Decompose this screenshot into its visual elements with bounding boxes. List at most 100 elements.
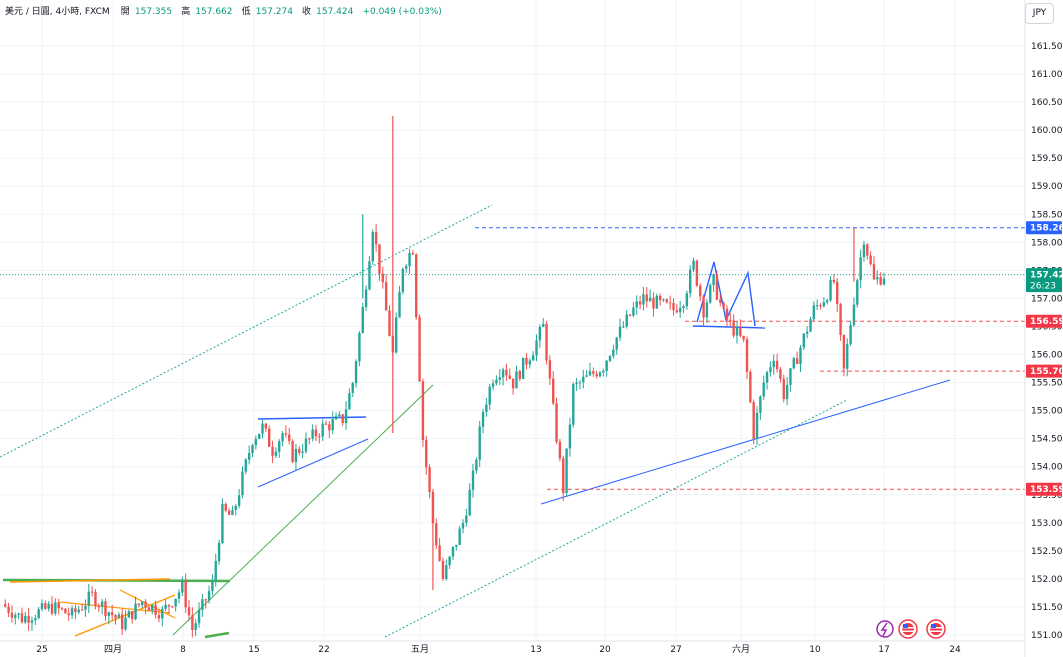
candle-body xyxy=(37,609,40,619)
candle-body xyxy=(10,612,14,618)
candle-body xyxy=(314,429,318,437)
candle-body xyxy=(709,285,712,303)
x-tick-label: 17 xyxy=(878,645,889,655)
candle-body xyxy=(836,281,839,304)
candle-body xyxy=(498,377,501,380)
candle-body xyxy=(856,280,859,305)
candle-body xyxy=(324,423,328,425)
currency-button[interactable]: JPY xyxy=(1025,3,1054,24)
candle-body xyxy=(104,601,107,616)
candle-body xyxy=(401,268,405,292)
candle-body xyxy=(562,458,565,494)
candle-body xyxy=(371,231,374,262)
candle-body xyxy=(328,424,331,431)
candle-body xyxy=(822,302,826,307)
candle-body xyxy=(869,255,872,265)
candle-body xyxy=(488,386,491,405)
us-flag-event-icon[interactable] xyxy=(926,619,946,639)
candle-body xyxy=(508,375,511,379)
candle-body xyxy=(435,523,438,546)
candle-body xyxy=(458,528,461,545)
candle-body xyxy=(755,412,759,439)
candle-body xyxy=(572,384,575,425)
x-tick-label: 27 xyxy=(670,645,681,655)
candle-body xyxy=(418,317,421,382)
candle-body xyxy=(261,423,264,434)
candle-body xyxy=(321,423,324,437)
price-badges: 158.261 157.42426:23 156.594 155.704 153.599 xyxy=(1026,221,1063,496)
candle-body xyxy=(60,608,64,610)
candle-body xyxy=(408,253,411,267)
candle-body xyxy=(171,606,174,608)
candle-body xyxy=(866,244,869,256)
candle-body xyxy=(541,323,545,327)
candle-body xyxy=(745,339,749,372)
trend-line xyxy=(540,379,951,505)
x-tick-label: 22 xyxy=(318,645,329,655)
candle-body xyxy=(862,244,866,258)
horizontal-line xyxy=(692,325,766,329)
candle-body xyxy=(632,307,635,316)
price-badge-label: 155.704 xyxy=(1030,367,1063,377)
candle-body xyxy=(331,419,334,431)
candle-body xyxy=(652,297,655,309)
candle-body xyxy=(655,295,658,309)
candle-body xyxy=(518,371,522,379)
candle-body xyxy=(545,323,548,361)
y-tick-label: 161.500 xyxy=(1031,42,1063,52)
x-tick-label: 25 xyxy=(36,645,47,655)
candle-body xyxy=(77,609,80,613)
y-tick-label: 157.000 xyxy=(1031,294,1063,304)
candle-body xyxy=(40,603,44,610)
candle-body xyxy=(64,608,67,614)
candle-body xyxy=(184,580,187,608)
channel-line xyxy=(384,399,848,638)
candle-body xyxy=(742,335,745,340)
candle-body xyxy=(515,371,518,389)
candle-body xyxy=(638,301,642,305)
candle-body xyxy=(70,608,74,616)
price-badge xyxy=(1026,314,1062,328)
candle-body xyxy=(134,603,137,620)
candle-body xyxy=(191,615,194,631)
y-tick-label: 151.000 xyxy=(1031,631,1063,641)
candle-body xyxy=(117,614,121,619)
candle-body xyxy=(97,606,101,608)
candle-body xyxy=(779,369,782,379)
candle-body xyxy=(712,274,715,286)
candle-body xyxy=(491,383,495,387)
candle-body xyxy=(876,277,879,280)
price-badge xyxy=(1026,268,1062,293)
candle-body xyxy=(675,310,679,313)
candle-body xyxy=(548,360,552,379)
price-badge-label: 153.599 xyxy=(1030,485,1063,495)
candle-body xyxy=(17,613,20,615)
candle-body xyxy=(689,269,692,294)
lightning-event-icon[interactable] xyxy=(876,620,894,638)
candle-body xyxy=(14,614,17,618)
candle-body xyxy=(251,445,254,454)
countdown-label: 26:23 xyxy=(1030,282,1056,292)
candle-body xyxy=(308,438,311,440)
candle-body xyxy=(187,607,191,616)
candle-body xyxy=(595,373,598,377)
candle-body xyxy=(221,503,224,543)
us-flag-event-icon[interactable] xyxy=(898,619,918,639)
candle-body xyxy=(662,299,665,301)
candle-body xyxy=(582,376,585,383)
candle-body xyxy=(575,382,578,385)
candle-body xyxy=(141,601,144,606)
high-label: 高 xyxy=(181,5,190,17)
candle-body xyxy=(879,277,882,285)
candle-body xyxy=(127,611,131,618)
trend-line xyxy=(9,578,171,583)
candle-body xyxy=(344,409,348,424)
candle-body xyxy=(247,453,251,460)
candle-body xyxy=(351,383,354,393)
candle-body xyxy=(87,591,90,606)
candle-body xyxy=(124,617,127,630)
candle-body xyxy=(692,260,695,270)
candle-body xyxy=(120,614,124,630)
candle-body xyxy=(415,254,418,318)
